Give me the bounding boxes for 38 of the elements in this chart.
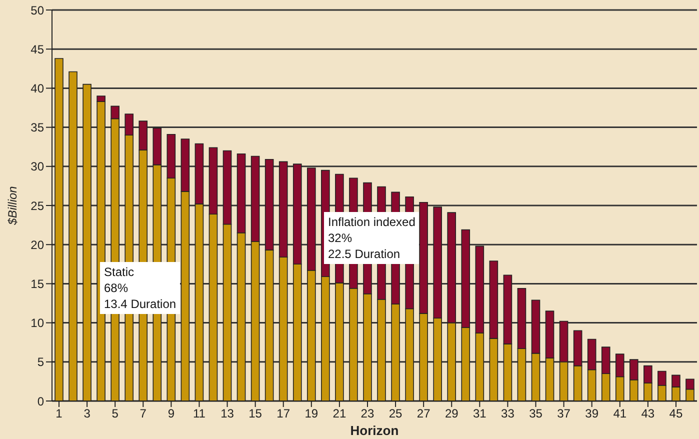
- y-tick-label: 30: [30, 160, 44, 174]
- x-tick-label: 17: [276, 406, 290, 421]
- x-axis-title: Horizon: [350, 423, 399, 438]
- y-tick-label: 45: [30, 42, 44, 56]
- x-tick-label: 15: [248, 406, 262, 421]
- x-tick-label: 9: [168, 406, 175, 421]
- x-tick-label: 43: [641, 406, 655, 421]
- y-tick-label: 5: [37, 355, 44, 370]
- x-tick-label: 7: [140, 406, 147, 421]
- y-tick-label: 35: [30, 120, 44, 135]
- x-tick-label: 31: [472, 406, 487, 421]
- y-tick-label: 10: [30, 316, 44, 330]
- x-tick-label: 19: [304, 406, 318, 421]
- x-tick-label: 39: [585, 406, 599, 421]
- x-tick-label: 29: [444, 406, 459, 421]
- annotation: Static 68% 13.4 Duration: [100, 262, 180, 314]
- x-tick-label: 21: [332, 406, 346, 421]
- y-tick-label: 50: [30, 3, 44, 18]
- y-tick-label: 25: [30, 198, 44, 213]
- y-axis-title: $Billion: [5, 186, 20, 226]
- x-tick-label: 27: [416, 406, 431, 421]
- x-tick-label: 37: [557, 406, 571, 421]
- x-tick-label: 5: [112, 406, 119, 421]
- x-tick-label: 33: [501, 406, 515, 421]
- x-tick-label: 25: [388, 406, 403, 421]
- y-tick-label: 40: [30, 81, 44, 96]
- x-tick-label: 13: [220, 406, 234, 421]
- x-tick-label: 45: [669, 406, 683, 421]
- x-tick-label: 23: [360, 406, 374, 421]
- x-tick-label: 41: [613, 406, 627, 421]
- x-tick-label: 35: [529, 406, 543, 421]
- x-tick-label: 1: [56, 406, 63, 421]
- y-tick-label: 20: [30, 238, 44, 252]
- x-tick-label: 11: [192, 406, 206, 421]
- y-tick-label: 0: [37, 394, 44, 408]
- annotation: Inflation indexed 32% 22.5 Duration: [324, 212, 420, 264]
- x-tick-label: 3: [84, 406, 91, 421]
- y-tick-label: 15: [30, 276, 44, 291]
